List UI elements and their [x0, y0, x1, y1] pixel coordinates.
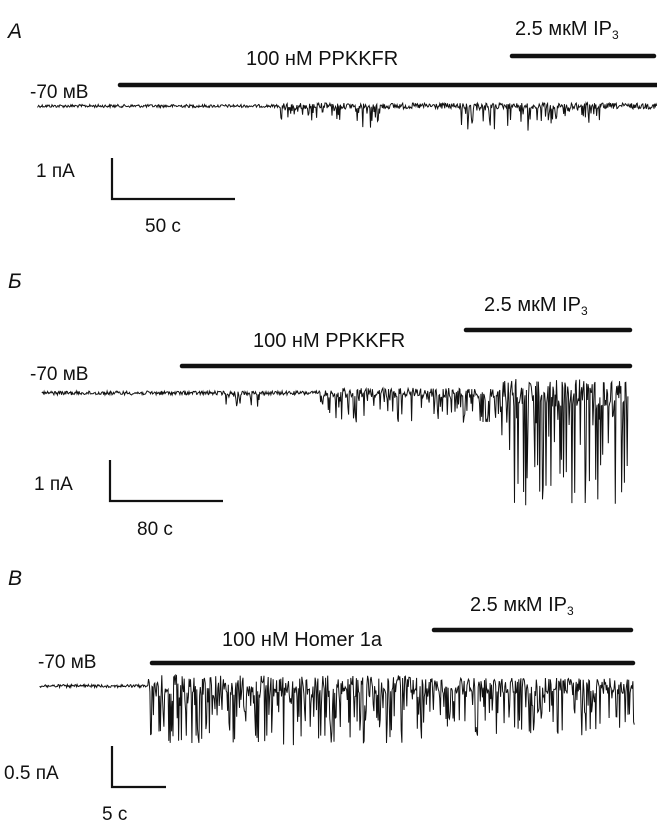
drug2-label: 2.5 мкМ IP3	[470, 594, 574, 618]
current-trace	[41, 379, 629, 506]
drug1-label: 100 нМ PPKKFR	[246, 48, 399, 70]
panel-a: А 2.5 мкМ IP3 100 нМ PPKKFR -70 мВ 1 пА …	[0, 0, 657, 260]
drug1-label: 100 нМ Homer 1a	[222, 629, 382, 651]
scale-bar	[108, 460, 223, 503]
drug1-label: 100 нМ PPKKFR	[253, 330, 406, 352]
current-trace	[37, 101, 657, 131]
scale-y-label: 0.5 пА	[4, 763, 59, 784]
holding-potential: -70 мВ	[38, 652, 97, 673]
panel-label: А	[8, 20, 23, 43]
drug2-subscript: 3	[580, 304, 588, 318]
drug2-label: 2.5 мкМ IP3	[515, 18, 619, 42]
scale-x-label: 50 с	[145, 216, 181, 237]
scale-y-label: 1 пА	[34, 474, 73, 495]
panel-label: Б	[8, 270, 22, 293]
drug2-subscript: 3	[611, 28, 619, 42]
drug2-label: 2.5 мкМ IP3	[484, 294, 588, 318]
scale-bar	[110, 746, 166, 789]
panel-b: Б 2.5 мкМ IP3 100 нМ PPKKFR -70 мВ 1 пА …	[0, 0, 657, 540]
scale-x-label: 5 с	[102, 804, 128, 825]
drug2-subscript: 3	[566, 604, 574, 618]
drug2-text: 2.5 мкМ IP	[470, 594, 567, 616]
panel-label: В	[8, 567, 23, 590]
scale-y-label: 1 пА	[36, 161, 75, 182]
scale-bar	[110, 158, 235, 201]
current-trace	[39, 673, 635, 746]
scale-x-label: 80 с	[137, 519, 173, 540]
holding-potential: -70 мВ	[30, 364, 89, 385]
drug2-text: 2.5 мкМ IP	[484, 294, 581, 316]
drug2-text: 2.5 мкМ IP	[515, 18, 612, 40]
holding-potential: -70 мВ	[30, 82, 89, 103]
